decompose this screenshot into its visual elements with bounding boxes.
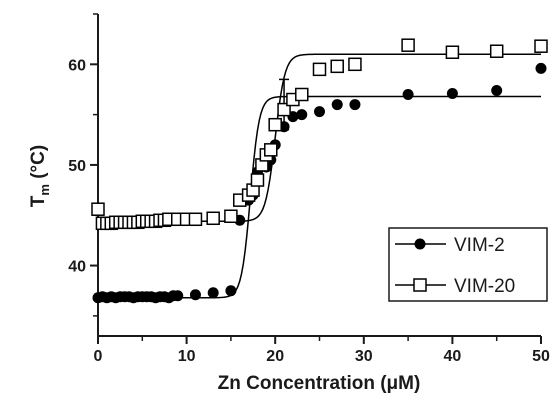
point-vim-20 [534, 39, 548, 53]
point-vim-2 [446, 87, 458, 99]
legend-label-vim-2: VIM-2 [454, 235, 505, 256]
point-vim-20 [295, 87, 309, 102]
point-vim-20 [330, 59, 344, 74]
point-vim-20 [188, 212, 203, 227]
x-tick-label: 30 [355, 348, 373, 365]
y-axis-title-rest: (°C) [28, 145, 49, 184]
point-vim-2 [207, 287, 219, 299]
legend-marker-vim-2 [414, 238, 426, 250]
legend-entry-vim-2: VIM-2 [395, 235, 505, 256]
y-axis-title-main: T [28, 195, 49, 207]
point-vim-2 [331, 99, 343, 111]
y-axis-title: Tm (°C) [28, 145, 52, 207]
y-axis-title-sub: m [37, 184, 52, 196]
point-vim-20 [250, 173, 265, 187]
x-axis-title: Zn Concentration (μM) [218, 373, 421, 394]
point-vim-20 [312, 62, 327, 77]
point-vim-20 [445, 45, 460, 59]
point-vim-2 [491, 84, 503, 96]
y-tick-label: 40 [68, 259, 86, 276]
legend-entry-vim-20: VIM-20 [395, 276, 515, 297]
point-vim-20 [348, 57, 362, 72]
x-tick-label: 50 [532, 348, 550, 365]
legend-label-vim-20: VIM-20 [454, 276, 515, 297]
x-tick-label: 40 [444, 348, 462, 365]
point-vim-2 [314, 106, 325, 118]
point-vim-20 [268, 117, 282, 132]
point-vim-20 [277, 102, 291, 117]
point-vim-2 [225, 285, 237, 297]
point-vim-2 [172, 290, 184, 302]
ticks: 0 10 20 30 40 50 40 50 60 [68, 13, 550, 365]
x-tick-label: 0 [94, 348, 103, 365]
point-vim-20 [224, 209, 238, 224]
y-tick-label: 50 [68, 158, 86, 175]
point-vim-20 [401, 38, 415, 52]
point-vim-20 [489, 44, 504, 58]
data-points [91, 38, 548, 304]
x-tick-label: 20 [266, 348, 284, 365]
x-tick-label: 10 [178, 348, 196, 365]
legend: VIM-2 VIM-20 [388, 227, 548, 302]
point-vim-2 [535, 62, 547, 74]
point-vim-20 [91, 202, 105, 216]
point-vim-2 [402, 89, 414, 100]
legend-marker-vim-20 [413, 278, 427, 292]
point-vim-20 [264, 143, 278, 157]
point-vim-2 [189, 289, 201, 301]
point-vim-2 [349, 99, 361, 111]
y-tick-label: 60 [68, 57, 86, 74]
point-vim-20 [206, 211, 220, 226]
point-vim-2 [296, 109, 308, 121]
